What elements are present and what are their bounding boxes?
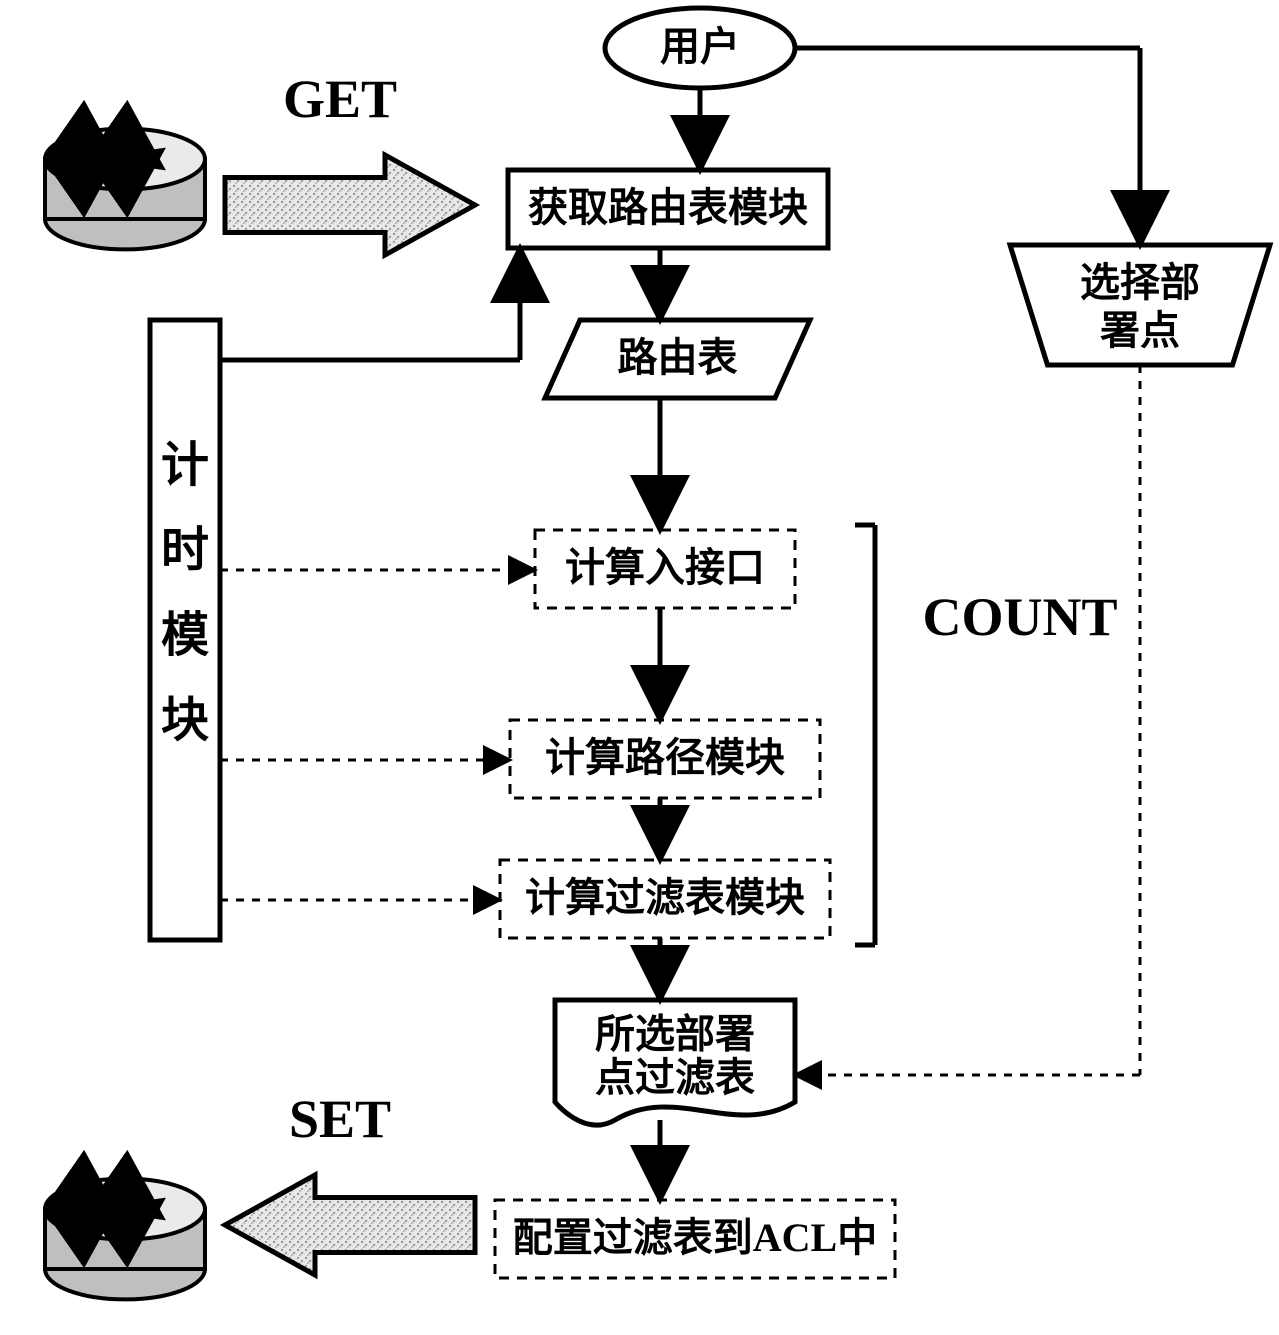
- svg-text:GET: GET: [283, 69, 397, 129]
- svg-text:所选部署: 所选部署: [595, 1012, 755, 1057]
- svg-text:用户: 用户: [660, 24, 740, 69]
- svg-text:选择部: 选择部: [1080, 260, 1200, 305]
- svg-text:计算入接口: 计算入接口: [565, 545, 765, 590]
- svg-text:时: 时: [161, 524, 209, 577]
- svg-text:计算路径模块: 计算路径模块: [545, 735, 785, 780]
- svg-text:模: 模: [161, 609, 209, 662]
- svg-text:COUNT: COUNT: [922, 587, 1117, 647]
- svg-text:点过滤表: 点过滤表: [595, 1055, 755, 1100]
- svg-text:块: 块: [161, 694, 209, 747]
- svg-text:配置过滤表到ACL中: 配置过滤表到ACL中: [513, 1215, 877, 1260]
- svg-text:计: 计: [161, 439, 209, 492]
- svg-text:SET: SET: [289, 1089, 391, 1149]
- svg-text:获取路由表模块: 获取路由表模块: [528, 185, 808, 230]
- svg-text:署点: 署点: [1100, 308, 1180, 353]
- svg-text:计算过滤表模块: 计算过滤表模块: [525, 875, 805, 920]
- svg-text:路由表: 路由表: [618, 335, 738, 380]
